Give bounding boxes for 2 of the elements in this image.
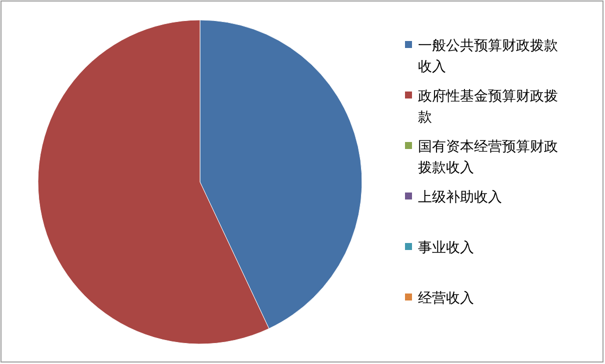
legend-label: 经营收入 (418, 290, 474, 306)
legend-label: 事业收入 (418, 240, 474, 256)
